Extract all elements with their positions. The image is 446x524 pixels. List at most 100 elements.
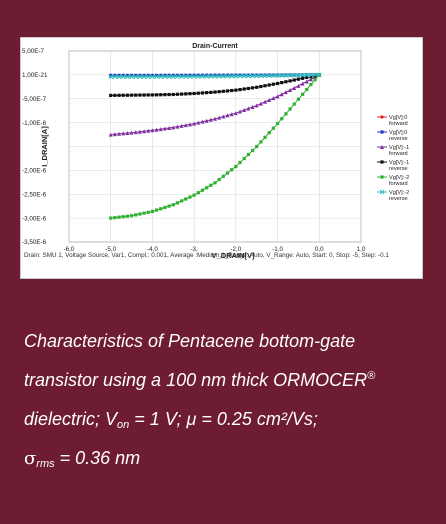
data-point xyxy=(287,73,293,78)
data-point xyxy=(200,188,205,192)
y-tick-label: 1,00E-21 xyxy=(22,72,48,79)
chart-title: Drain-Current xyxy=(192,43,238,50)
data-point xyxy=(279,73,285,78)
data-point xyxy=(192,121,197,126)
data-point xyxy=(154,74,159,80)
data-point xyxy=(188,195,192,199)
data-point xyxy=(209,183,213,187)
data-point xyxy=(113,73,117,77)
data-point xyxy=(259,140,263,144)
data-point xyxy=(233,111,238,116)
data-point xyxy=(296,97,301,101)
data-point xyxy=(230,88,234,93)
data-point xyxy=(305,87,309,92)
legend-label: Vg[V]:-1 xyxy=(389,145,409,151)
data-point xyxy=(175,201,180,205)
data-point xyxy=(163,73,167,77)
data-point xyxy=(225,89,230,93)
data-point xyxy=(263,135,267,139)
data-point xyxy=(250,86,255,90)
data-point xyxy=(301,92,305,96)
data-point xyxy=(150,93,155,97)
data-point xyxy=(229,73,235,79)
data-point xyxy=(192,91,196,96)
data-point xyxy=(125,131,130,136)
data-point xyxy=(108,132,113,137)
data-point xyxy=(225,171,230,175)
data-point xyxy=(129,93,134,97)
drain-current-chart: -6,0 -5,0 -4,0 -3, -2,0 -1,0 0,0 1,0 5,00E-7 1,00… xyxy=(22,43,409,260)
data-point xyxy=(238,73,242,77)
data-point xyxy=(230,168,234,172)
data-point xyxy=(155,208,159,212)
legend-label: reverse xyxy=(389,166,408,172)
data-point xyxy=(109,93,113,98)
data-point xyxy=(116,74,122,80)
data-point xyxy=(180,73,184,77)
data-point xyxy=(300,72,305,78)
data-point xyxy=(129,130,134,135)
data-point xyxy=(283,90,288,95)
data-point xyxy=(246,86,250,91)
data-point xyxy=(254,73,260,79)
data-point xyxy=(275,121,280,126)
data-point xyxy=(208,117,213,122)
data-point xyxy=(275,94,280,99)
data-point xyxy=(288,79,292,83)
data-point xyxy=(233,73,239,79)
data-point xyxy=(308,72,314,78)
data-point xyxy=(120,74,126,80)
data-point xyxy=(175,124,180,129)
data-point xyxy=(142,93,146,97)
data-point xyxy=(150,209,155,214)
data-point xyxy=(246,152,250,157)
x-tick-label: -5,0 xyxy=(105,246,116,253)
data-point xyxy=(134,93,138,97)
y-tick-label: -2,00E-6 xyxy=(22,168,47,175)
data-point xyxy=(234,73,238,77)
data-point xyxy=(213,73,217,77)
data-point xyxy=(167,125,172,130)
data-point xyxy=(225,113,230,118)
data-point xyxy=(117,93,121,97)
data-point xyxy=(163,93,167,97)
data-point xyxy=(200,91,205,95)
x-tick-label: -2,0 xyxy=(230,246,241,253)
data-point xyxy=(241,73,247,79)
x-tick-label: -6,0 xyxy=(64,246,75,253)
data-point xyxy=(292,85,297,90)
data-point xyxy=(184,73,188,77)
data-point xyxy=(296,83,301,88)
data-point xyxy=(271,73,276,79)
data-point xyxy=(171,203,175,207)
data-point xyxy=(125,74,130,80)
data-point xyxy=(213,116,217,121)
legend-label: Vg[V]:0 xyxy=(389,115,407,121)
y-axis-label: I_DRAIN[A] xyxy=(40,126,49,167)
legend-label: Vg[V]:-2 xyxy=(389,190,409,196)
data-point xyxy=(234,88,238,92)
data-point xyxy=(133,130,138,135)
data-point xyxy=(138,93,142,97)
data-point xyxy=(291,72,297,78)
data-point xyxy=(258,101,263,106)
data-point xyxy=(171,73,175,77)
legend-marker xyxy=(380,145,384,149)
data-point xyxy=(221,174,225,178)
data-point xyxy=(304,72,310,78)
data-point xyxy=(255,144,259,149)
data-point xyxy=(204,74,210,79)
x-axis-label: V_DRAIN[V] xyxy=(212,251,255,260)
data-point xyxy=(204,118,209,123)
data-point xyxy=(280,81,284,85)
data-point xyxy=(142,211,146,215)
data-point xyxy=(246,73,250,77)
data-point xyxy=(167,204,171,208)
legend-label: Vg[V]:-1 xyxy=(389,160,409,166)
data-point xyxy=(180,92,184,96)
data-point xyxy=(134,213,138,217)
data-point xyxy=(191,74,197,79)
data-point xyxy=(121,131,126,136)
data-point xyxy=(167,92,171,97)
data-point xyxy=(158,74,164,80)
